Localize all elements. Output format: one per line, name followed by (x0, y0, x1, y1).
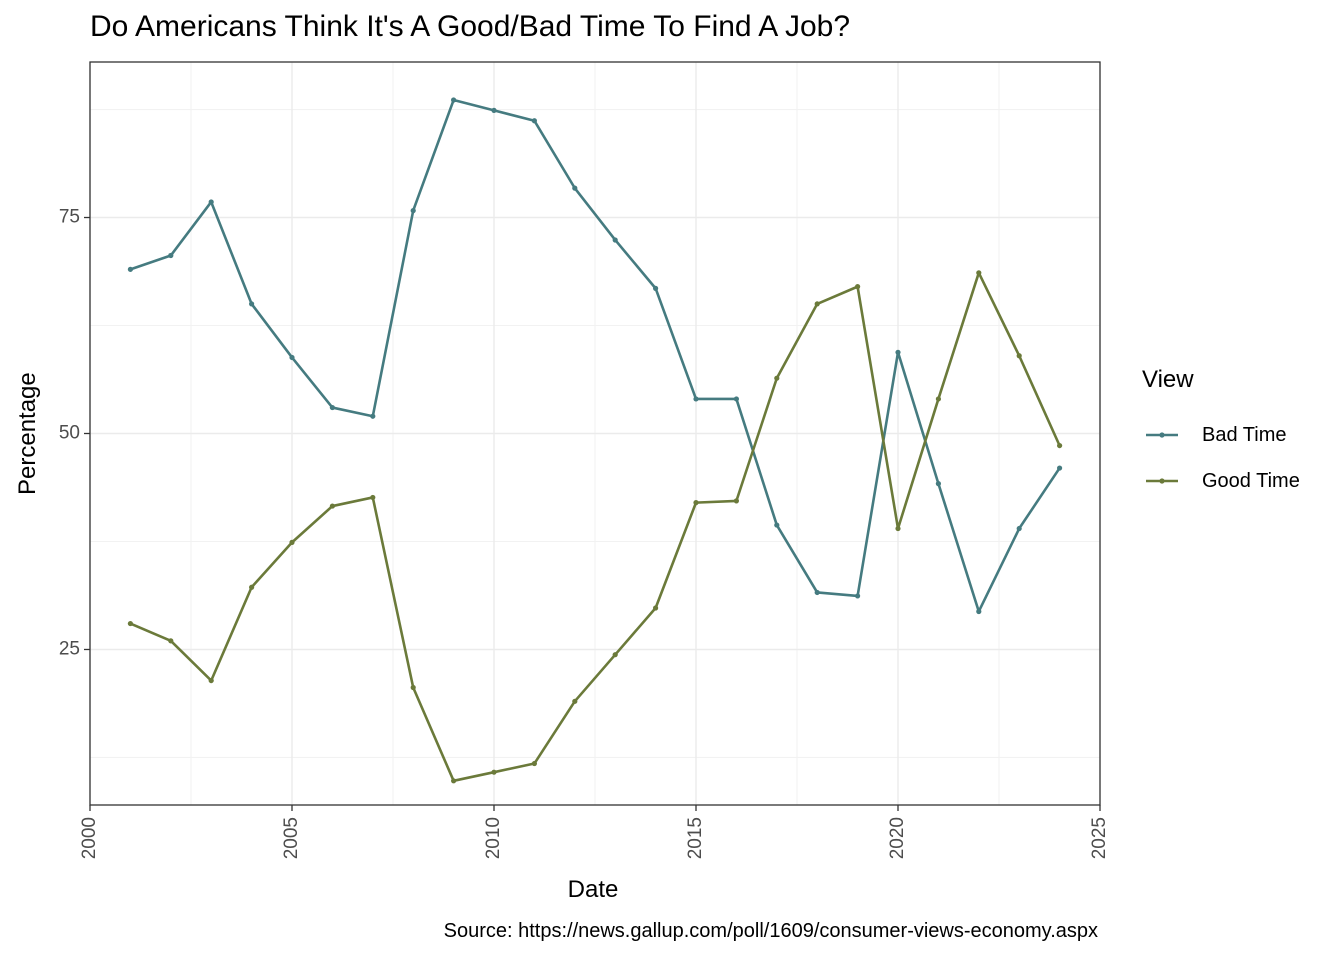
data-point-bad-time (168, 252, 174, 259)
data-point-bad-time (612, 237, 618, 243)
data-point-bad-time (774, 522, 780, 528)
data-point-bad-time (855, 593, 861, 599)
data-point-good-time (208, 677, 214, 684)
x-tick-label: 2015 (685, 817, 706, 859)
data-point-bad-time (208, 199, 214, 205)
data-point-bad-time (653, 285, 659, 291)
data-point-good-time (410, 684, 416, 691)
data-point-bad-time (491, 107, 497, 113)
data-point-good-time (733, 498, 740, 504)
x-tick-label: 2005 (281, 817, 302, 859)
x-tick-label: 2025 (1089, 817, 1110, 859)
legend-item-bad-time: Bad Time (1142, 412, 1300, 458)
data-point-good-time (895, 525, 901, 532)
x-tick-label: 2000 (79, 817, 100, 859)
data-point-good-time (653, 605, 659, 611)
y-axis-label: Percentage (14, 372, 41, 495)
y-tick-label: 75 (59, 207, 80, 228)
data-point-good-time (976, 270, 982, 276)
data-point-good-time (289, 539, 295, 545)
data-point-bad-time (976, 608, 982, 615)
x-axis-label: Date (567, 876, 619, 903)
tick-labels: 2000 2005 2010 2015 2020 2025 25 50 75 (59, 207, 1110, 860)
data-point-bad-time (289, 354, 295, 361)
data-point-bad-time (451, 97, 457, 103)
data-point-bad-time (410, 208, 416, 214)
data-point-bad-time (1057, 465, 1063, 471)
data-point-good-time (249, 584, 255, 590)
data-point-good-time (451, 778, 457, 784)
data-point-good-time (814, 301, 820, 307)
legend-label-bad-time: Bad Time (1202, 423, 1287, 446)
data-point-good-time (693, 500, 699, 506)
data-point-bad-time (1016, 525, 1022, 532)
data-point-good-time (531, 760, 538, 767)
data-point-bad-time (814, 589, 820, 596)
legend-title: View (1142, 366, 1194, 393)
data-point-good-time (127, 620, 133, 627)
y-tick-label: 50 (59, 423, 80, 444)
legend-item-good-time: Good Time (1142, 458, 1300, 504)
data-point-bad-time (733, 396, 740, 402)
data-point-good-time (855, 284, 861, 290)
source-caption: Source: https://news.gallup.com/poll/160… (443, 920, 1098, 942)
legend-label-good-time: Good Time (1202, 469, 1300, 492)
legend: View Bad Time Good Time (1142, 366, 1300, 504)
data-point-good-time (491, 769, 497, 775)
series-line-bad-time (129, 98, 1061, 613)
data-point-bad-time (370, 413, 376, 419)
data-point-bad-time (693, 396, 699, 402)
data-point-bad-time (531, 118, 538, 124)
x-tick-label: 2010 (483, 817, 504, 859)
data-point-bad-time (895, 349, 901, 355)
axis-ticks (84, 216, 1101, 811)
data-point-bad-time (249, 301, 255, 307)
data-point-good-time (168, 638, 174, 644)
x-tick-label: 2020 (887, 817, 908, 859)
legend-key-bad-time (1146, 432, 1178, 438)
data-point-good-time (1057, 442, 1063, 449)
chart-title: Do Americans Think It's A Good/Bad Time … (90, 10, 851, 43)
data-point-bad-time (935, 481, 942, 487)
data-point-good-time (1016, 353, 1022, 359)
data-point-bad-time (127, 266, 133, 272)
data-point-good-time (572, 698, 578, 704)
data-point-good-time (329, 503, 335, 509)
data-point-good-time (935, 396, 942, 402)
data-point-bad-time (572, 185, 578, 191)
series-lines (129, 98, 1061, 783)
series-points (127, 97, 1063, 784)
data-point-good-time (774, 375, 780, 381)
legend-key-good-time (1146, 478, 1178, 484)
y-tick-label: 25 (59, 639, 80, 660)
data-point-good-time (370, 494, 376, 501)
data-point-bad-time (329, 404, 335, 411)
series-line-good-time (129, 271, 1061, 783)
data-point-good-time (612, 652, 618, 658)
